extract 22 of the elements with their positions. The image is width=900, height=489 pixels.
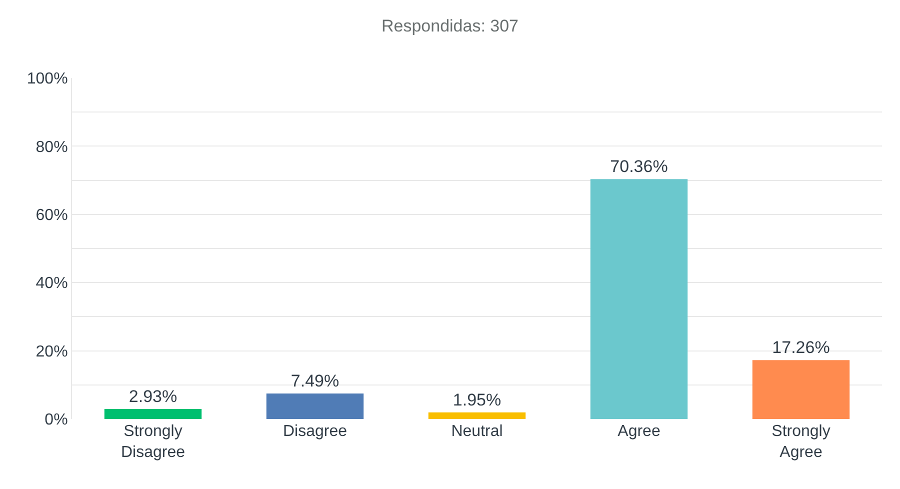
data-label: 2.93% <box>128 387 178 406</box>
y-tick-label: 0% <box>44 412 68 429</box>
x-tick-label: Disagree <box>282 423 348 440</box>
bar <box>266 393 364 419</box>
x-tick-label: Strongly Agree <box>772 423 830 461</box>
bar <box>590 179 688 419</box>
data-label: 17.26% <box>772 338 830 358</box>
y-tick-label: 40% <box>36 275 68 292</box>
chart-title: Respondidas: 307 <box>381 16 519 36</box>
x-tick-label: Neutral <box>451 423 503 440</box>
data-label: 7.49% <box>290 371 340 390</box>
bar <box>104 409 202 419</box>
data-label: 1.95% <box>452 390 502 410</box>
bar <box>752 360 850 419</box>
y-tick-label: 20% <box>36 343 68 360</box>
x-tick-label: Strongly Disagree <box>120 423 186 461</box>
data-label: 70.36% <box>610 157 668 176</box>
y-tick-label: 100% <box>26 70 68 88</box>
y-tick-label: 60% <box>36 207 68 224</box>
y-tick-label: 80% <box>36 138 68 156</box>
x-tick-label: Agree <box>618 423 660 440</box>
bar <box>428 412 526 419</box>
